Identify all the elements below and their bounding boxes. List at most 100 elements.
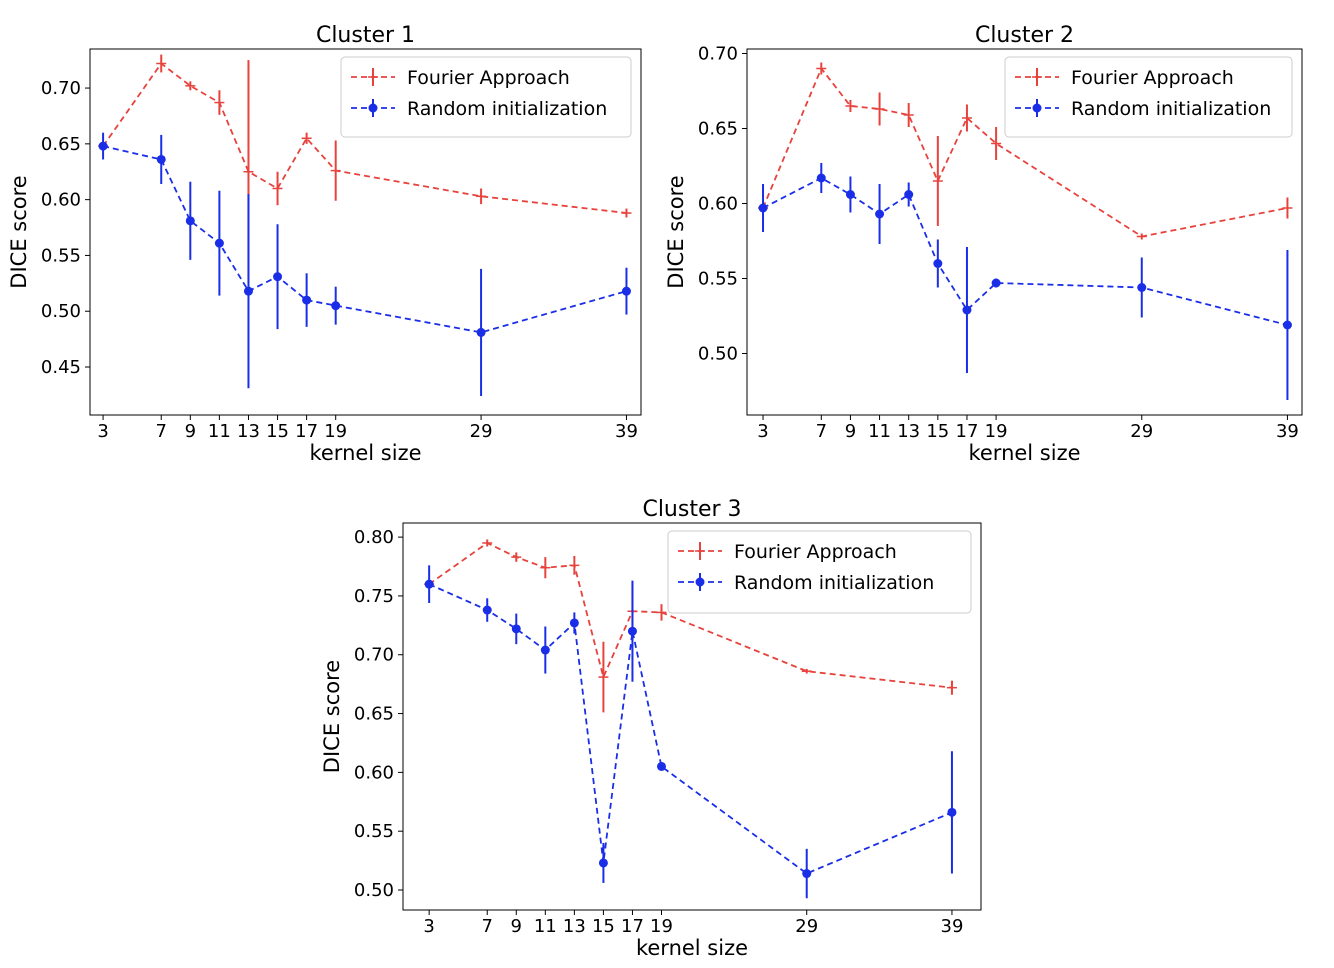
data-point [482, 605, 492, 615]
legend-item-random: Random initialization [1015, 98, 1271, 120]
x-tick-label: 11 [868, 421, 891, 442]
legend-box [667, 530, 972, 614]
x-tick-label: 11 [534, 916, 557, 937]
legend-marker [1032, 103, 1042, 113]
y-tick-label: 0.65 [41, 134, 81, 155]
legend-label: Random initialization [1071, 98, 1271, 120]
y-tick-label: 0.55 [41, 245, 81, 266]
data-point [962, 305, 972, 315]
y-axis-label: DICE score [664, 175, 688, 288]
data-point [991, 278, 1001, 288]
y-tick-label: 0.50 [41, 301, 81, 322]
data-point [758, 203, 768, 213]
x-tick-label: 13 [897, 421, 920, 442]
x-tick-label: 9 [511, 916, 522, 937]
y-axis-label: DICE score [7, 175, 31, 288]
x-tick-label: 19 [985, 421, 1008, 442]
x-tick-label: 29 [470, 421, 493, 442]
data-point [875, 209, 885, 219]
plot-area [89, 48, 642, 416]
chart-title: Cluster 3 [642, 497, 741, 522]
x-tick-label: 15 [266, 421, 289, 442]
x-tick-label: 15 [926, 421, 949, 442]
x-axis-label: kernel size [636, 936, 748, 960]
legend-label: Fourier Approach [1071, 67, 1234, 89]
legend-item-fourier: Fourier Approach [678, 541, 897, 563]
x-tick-label: 3 [97, 421, 108, 442]
y-tick-label: 0.65 [698, 119, 738, 140]
data-point [845, 190, 855, 199]
series-random [424, 565, 957, 899]
series-line [428, 583, 953, 875]
plot-area [746, 48, 1303, 416]
x-tick-label: 9 [185, 421, 196, 442]
data-point [302, 295, 312, 305]
data-point [933, 259, 943, 268]
y-tick-label: 0.60 [354, 762, 394, 783]
data-point [511, 624, 521, 634]
x-tick-label: 7 [482, 916, 493, 937]
y-tick-label: 0.70 [698, 44, 738, 65]
data-point [802, 869, 812, 879]
data-point [1137, 283, 1147, 292]
x-axis-label: kernel size [309, 441, 421, 465]
y-tick-label: 0.70 [354, 645, 394, 666]
x-tick-label: 11 [208, 421, 231, 442]
data-point [424, 579, 434, 589]
y-tick-label: 0.70 [41, 78, 81, 99]
x-tick-label: 39 [1276, 421, 1299, 442]
x-tick-label: 13 [237, 421, 260, 442]
x-tick-label: 13 [563, 916, 586, 937]
x-tick-label: 17 [295, 421, 318, 442]
y-tick-label: 0.60 [698, 194, 738, 215]
data-point [1282, 320, 1292, 330]
x-tick-label: 9 [845, 421, 856, 442]
legend-marker [695, 577, 705, 587]
data-point [816, 173, 826, 183]
legend-label: Random initialization [734, 572, 934, 594]
data-point [904, 190, 914, 199]
y-tick-label: 0.55 [354, 821, 394, 842]
y-tick-label: 0.55 [698, 269, 738, 290]
series-random [758, 163, 1292, 400]
legend-label: Random initialization [407, 98, 607, 120]
plot-area [402, 522, 982, 911]
data-point [621, 286, 631, 296]
x-tick-label: 3 [757, 421, 768, 442]
data-point [657, 761, 667, 771]
series-line [428, 541, 953, 689]
chart-title: Cluster 2 [975, 23, 1074, 48]
x-tick-label: 15 [592, 916, 615, 937]
x-tick-label: 19 [324, 421, 347, 442]
series-fourier [758, 62, 1293, 240]
y-tick-label: 0.50 [698, 344, 738, 365]
data-point [273, 272, 283, 282]
data-point [331, 301, 341, 311]
legend-label: Fourier Approach [734, 541, 897, 563]
chart-panel-1: Cluster 1 0.45 0.50 0.55 0.60 0.65 0.70 3 7 9 11 13… [7, 23, 642, 465]
x-tick-label: 7 [816, 421, 827, 442]
legend: Fourier Approach Random initialization [667, 530, 972, 614]
y-tick-label: 0.60 [41, 190, 81, 211]
x-tick-label: 17 [621, 916, 644, 937]
data-point [947, 807, 957, 817]
x-tick-label: 3 [423, 916, 434, 937]
data-point [476, 327, 486, 337]
y-axis-label: DICE score [320, 660, 344, 773]
data-point [627, 626, 637, 636]
y-tick-label: 0.65 [354, 704, 394, 725]
x-tick-label: 39 [615, 421, 638, 442]
series-line [762, 176, 1288, 326]
legend-box [1004, 56, 1293, 138]
legend-marker [368, 103, 378, 113]
y-tick-label: 0.75 [354, 586, 394, 607]
legend-item-fourier: Fourier Approach [351, 67, 570, 89]
data-point [540, 645, 550, 655]
legend: Fourier Approach Random initialization [1004, 56, 1293, 138]
legend-item-random: Random initialization [351, 98, 607, 120]
data-point [98, 141, 108, 151]
series-line [102, 145, 627, 334]
data-point [185, 216, 195, 226]
chart-panel-3: Cluster 3 0.50 0.55 0.60 0.65 0.70 0.75 0.80 3 7 9… [320, 497, 982, 960]
